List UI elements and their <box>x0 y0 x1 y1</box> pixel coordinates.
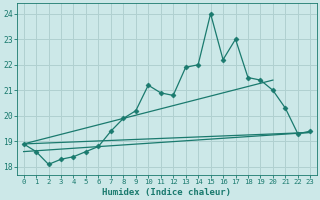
X-axis label: Humidex (Indice chaleur): Humidex (Indice chaleur) <box>102 188 231 197</box>
